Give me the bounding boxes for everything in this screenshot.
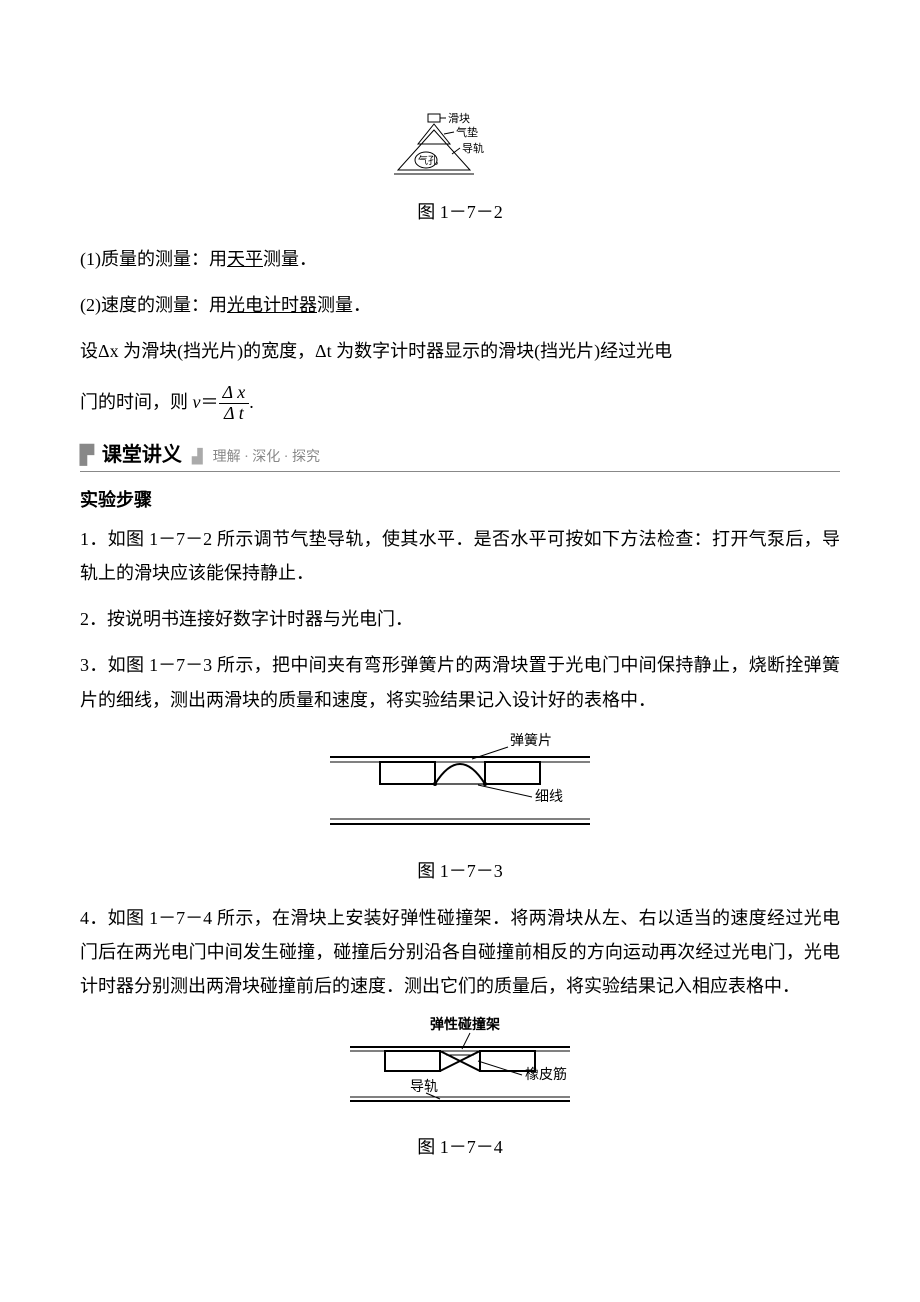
label-rail-2: 导轨	[410, 1079, 438, 1095]
section-header: ▛ 课堂讲义 ▟ 理解 · 深化 · 探究	[80, 438, 840, 472]
section-title: 课堂讲义	[102, 438, 182, 467]
label-spring: 弹簧片	[510, 733, 552, 749]
label-slider: 滑块	[448, 112, 470, 125]
figure-1-7-3: 弹簧片 细线	[80, 729, 840, 849]
label-hole: 气孔	[418, 154, 438, 167]
figure-1-7-2: 滑块 气垫 导轨 气孔	[80, 110, 840, 190]
label-band: 橡皮筋	[525, 1066, 567, 1083]
measure-speed: (2)速度的测量：用光电计时器测量．	[80, 288, 840, 322]
context-line: 设Δx 为滑块(挡光片)的宽度，Δt 为数字计时器显示的滑块(挡光片)经过光电	[80, 334, 840, 368]
formula-line: 门的时间，则 v＝Δ xΔ t.	[80, 381, 840, 424]
label-frame: 弹性碰撞架	[430, 1016, 500, 1033]
figure-1-7-3-caption: 图 1－7－3	[80, 857, 840, 883]
section-icon-right: ▟	[192, 449, 203, 466]
figure-1-7-4: 弹性碰撞架 橡皮筋 导轨	[80, 1015, 840, 1125]
step-3: 3．如图 1－7－3 所示，把中间夹有弯形弹簧片的两滑块置于光电门中间保持静止，…	[80, 648, 840, 716]
figure-1-7-2-caption: 图 1－7－2	[80, 198, 840, 224]
step-1: 1．如图 1－7－2 所示调节气垫导轨，使其水平．是否水平可按如下方法检查：打开…	[80, 522, 840, 590]
fraction: Δ xΔ t	[219, 383, 250, 424]
label-rail: 导轨	[462, 141, 484, 155]
label-cushion: 气垫	[456, 125, 478, 139]
figure-1-7-4-caption: 图 1－7－4	[80, 1133, 840, 1159]
section-subtitle: 理解 · 深化 · 探究	[213, 446, 320, 466]
label-thread: 细线	[535, 789, 563, 805]
step-2: 2．按说明书连接好数字计时器与光电门．	[80, 602, 840, 636]
steps-heading: 实验步骤	[80, 486, 840, 512]
section-icon-left: ▛	[80, 445, 92, 466]
step-4: 4．如图 1－7－4 所示，在滑块上安装好弹性碰撞架．将两滑块从左、右以适当的速…	[80, 901, 840, 1004]
measure-mass: (1)质量的测量：用天平测量．	[80, 242, 840, 276]
